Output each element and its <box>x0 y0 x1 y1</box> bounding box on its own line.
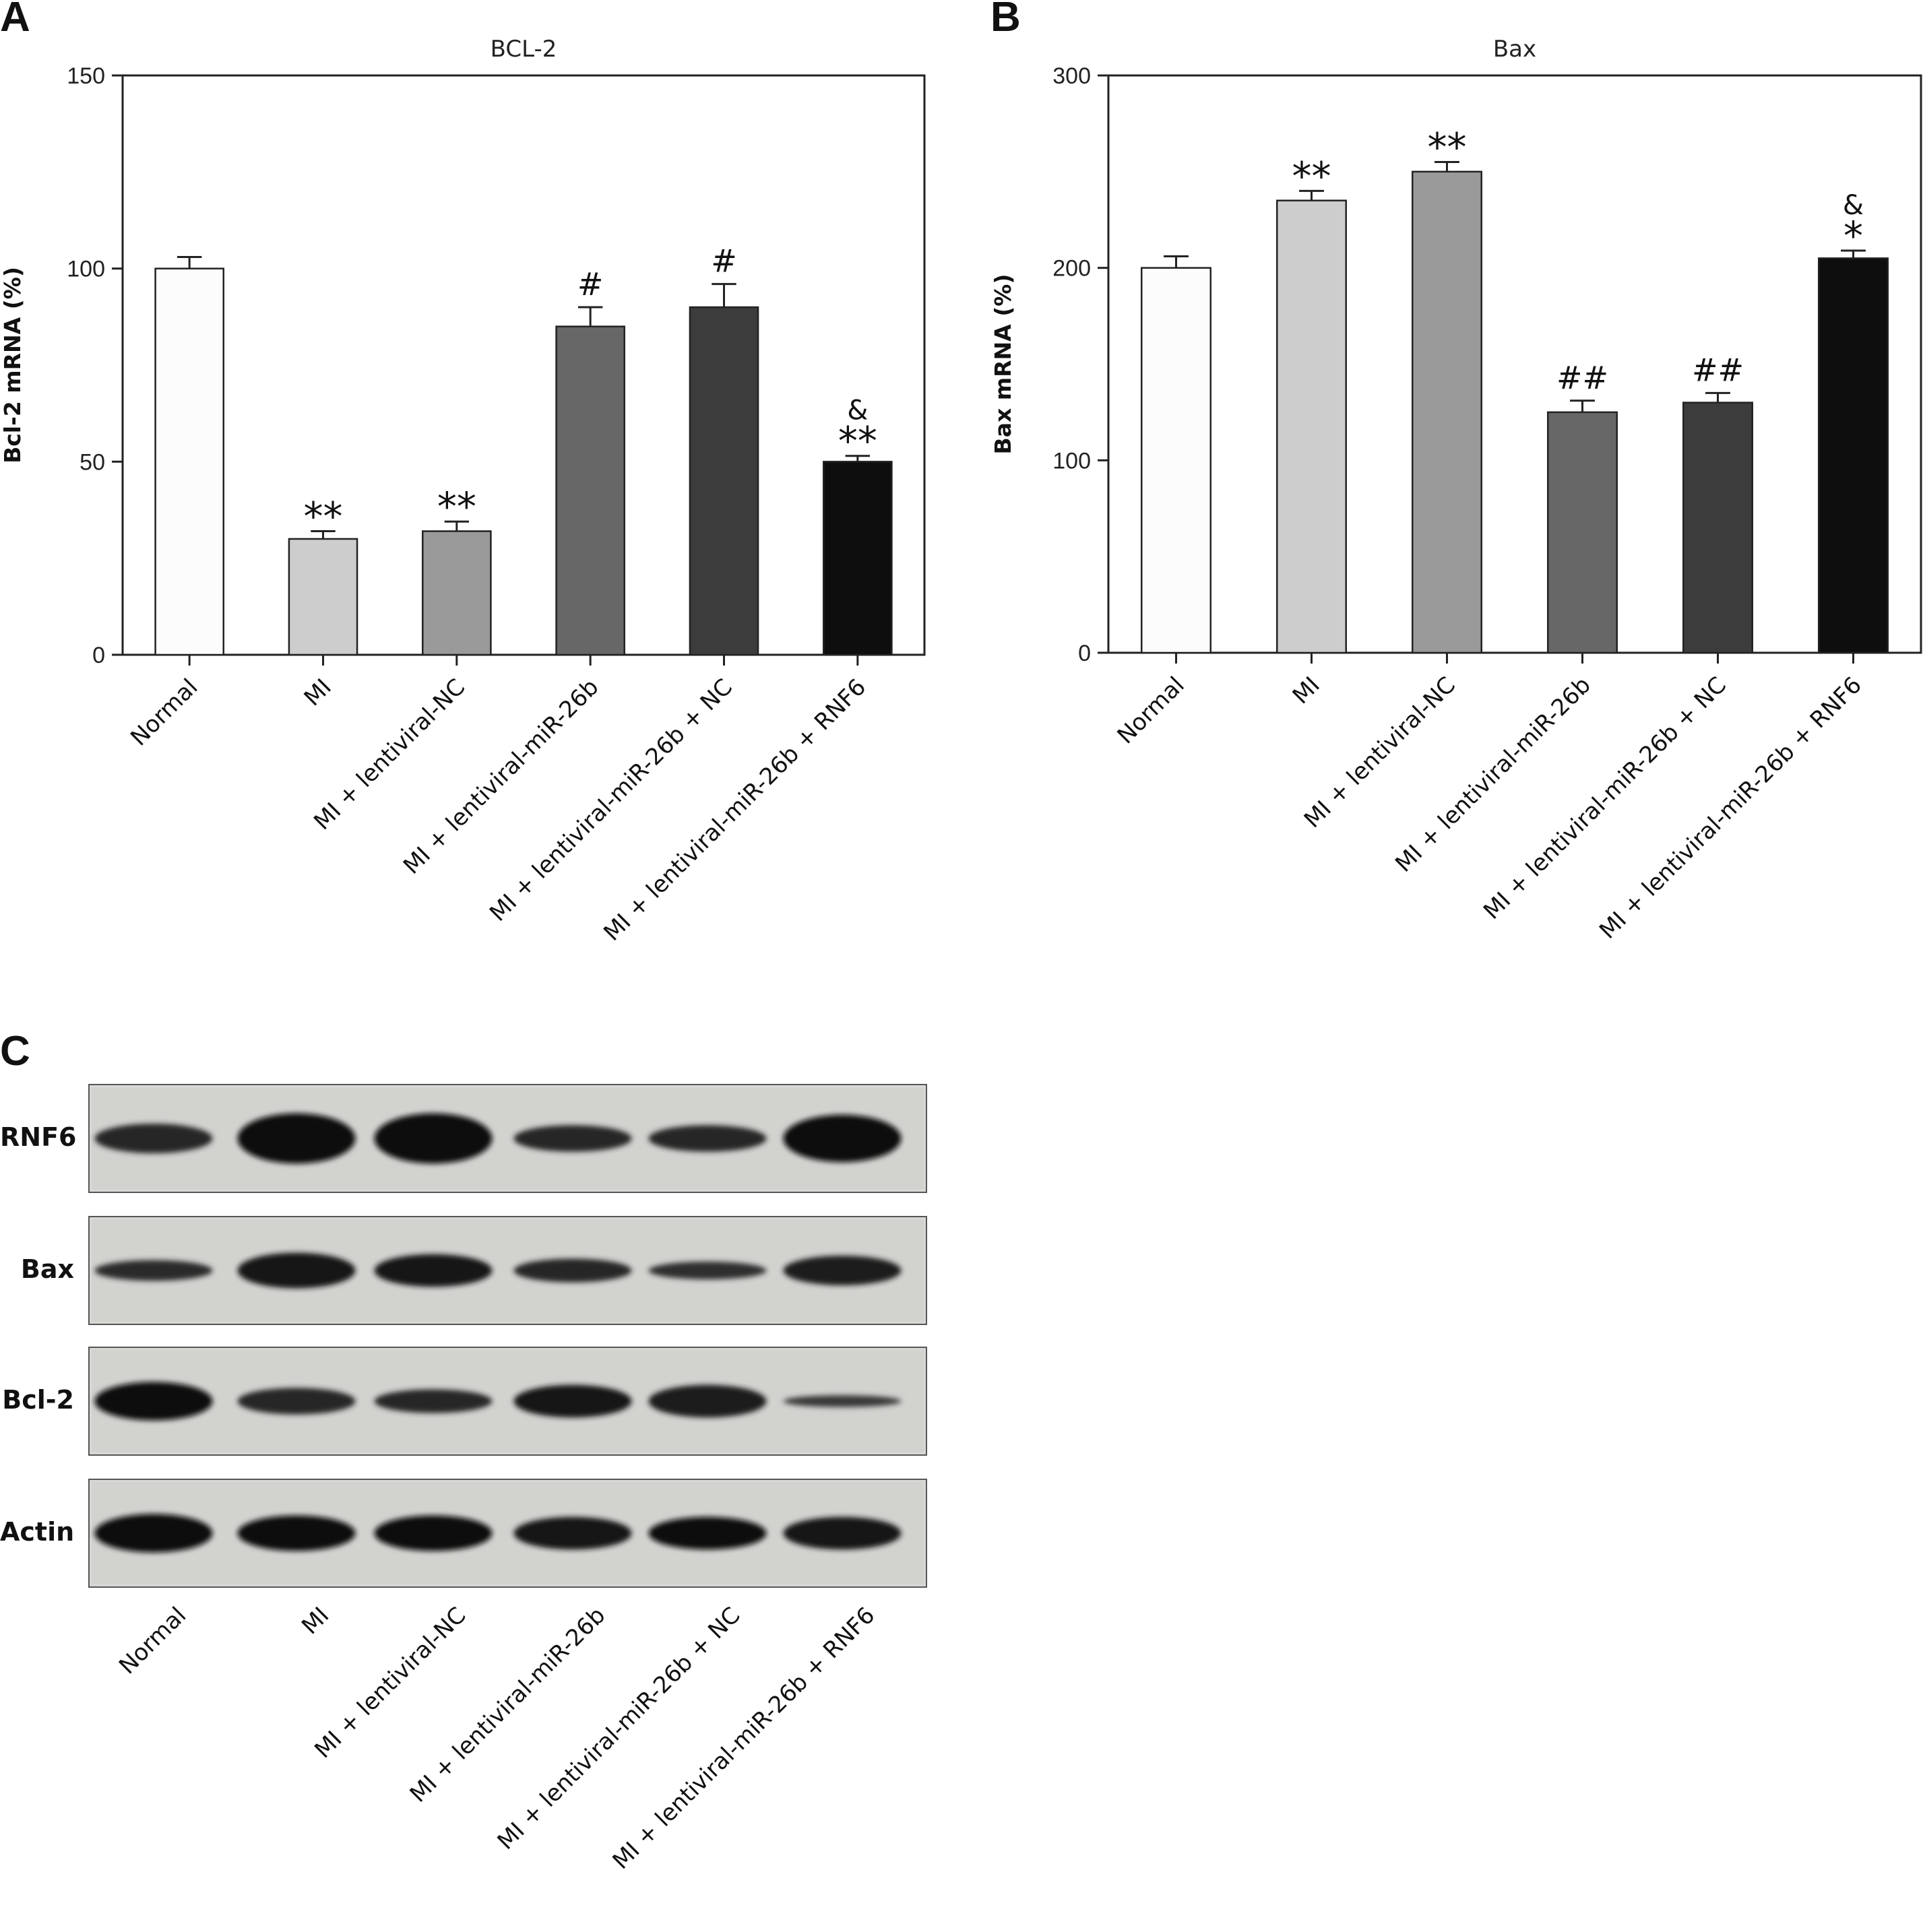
blot-row-label: Actin <box>0 1517 75 1547</box>
bar <box>823 461 893 656</box>
y-axis-title: Bax mRNA (%) <box>990 274 1016 455</box>
significance-label: # <box>577 266 604 302</box>
significance-label: ## <box>1692 352 1744 388</box>
chart-title: BCL-2 <box>491 36 557 63</box>
significance-label: ** <box>437 484 476 529</box>
blot-lane-label: MI <box>296 1602 334 1640</box>
bar <box>555 325 625 656</box>
blot-band <box>648 1516 767 1550</box>
blot-lane-label: Normal <box>114 1602 191 1679</box>
blot-band <box>374 1389 493 1413</box>
y-tick-label: 0 <box>1078 641 1091 666</box>
bar <box>689 306 759 656</box>
blot-band <box>513 1258 632 1283</box>
blot-row-label: Bcl-2 <box>2 1385 74 1415</box>
blot-band <box>237 1113 356 1164</box>
chart-title: Bax <box>1493 36 1536 63</box>
bar <box>1140 267 1212 654</box>
blot-band <box>783 1114 902 1163</box>
blot-band <box>94 1124 213 1153</box>
significance-label: # <box>711 243 737 280</box>
significance-label: ** <box>1428 125 1467 170</box>
bar <box>422 530 492 656</box>
bar <box>154 267 224 656</box>
blot-lane-label: MI + lentiviral-miR-26b + RNF6 <box>608 1602 881 1875</box>
blot-band <box>237 1515 356 1551</box>
plot-frame <box>1107 74 1922 654</box>
blot-band <box>94 1260 213 1281</box>
blot-band <box>783 1516 902 1550</box>
significance-label-top: & <box>847 395 868 426</box>
blot-band <box>237 1388 356 1415</box>
blot-lane-label: MI + lentiviral-NC <box>309 1602 471 1764</box>
significance-label-top: & <box>1843 190 1864 221</box>
blot-band <box>237 1252 356 1289</box>
blot-band <box>513 1516 632 1550</box>
bar <box>1817 257 1889 654</box>
significance-label: ## <box>1556 360 1608 396</box>
blot-band <box>94 1382 213 1421</box>
blot-band <box>648 1384 767 1418</box>
y-tick-label: 150 <box>67 63 105 89</box>
y-tick-label: 300 <box>1052 63 1091 89</box>
y-axis-title: Bcl-2 mRNA (%) <box>0 267 26 463</box>
blot-band <box>783 1256 902 1285</box>
significance-label: * <box>1843 213 1863 259</box>
blot-band <box>94 1514 213 1553</box>
blot-band <box>783 1395 902 1407</box>
blot-band <box>513 1125 632 1152</box>
panel-letter-a: A <box>0 0 30 40</box>
panel-letter-c: C <box>0 1028 30 1074</box>
significance-label: ** <box>838 418 877 464</box>
y-tick-label: 100 <box>67 257 105 282</box>
significance-label: ** <box>304 494 343 540</box>
y-tick-label: 0 <box>92 643 105 668</box>
y-tick-label: 50 <box>80 449 105 475</box>
blot-row-label: Bax <box>20 1254 74 1284</box>
blot-row-label: RNF6 <box>0 1122 77 1152</box>
blot-band <box>374 1113 493 1164</box>
blot-band <box>648 1125 767 1152</box>
panel-letter-b: B <box>990 0 1021 40</box>
blot-band <box>374 1515 493 1551</box>
blot-band <box>648 1261 767 1280</box>
plot-frame <box>121 74 926 656</box>
blot-band <box>513 1384 632 1418</box>
blot-lane-label: MI + lentiviral-miR-26b + NC <box>493 1602 746 1855</box>
blot-band <box>374 1254 493 1287</box>
y-tick-label: 200 <box>1052 256 1091 282</box>
y-tick-label: 100 <box>1052 448 1091 474</box>
significance-label: ** <box>1292 153 1331 199</box>
